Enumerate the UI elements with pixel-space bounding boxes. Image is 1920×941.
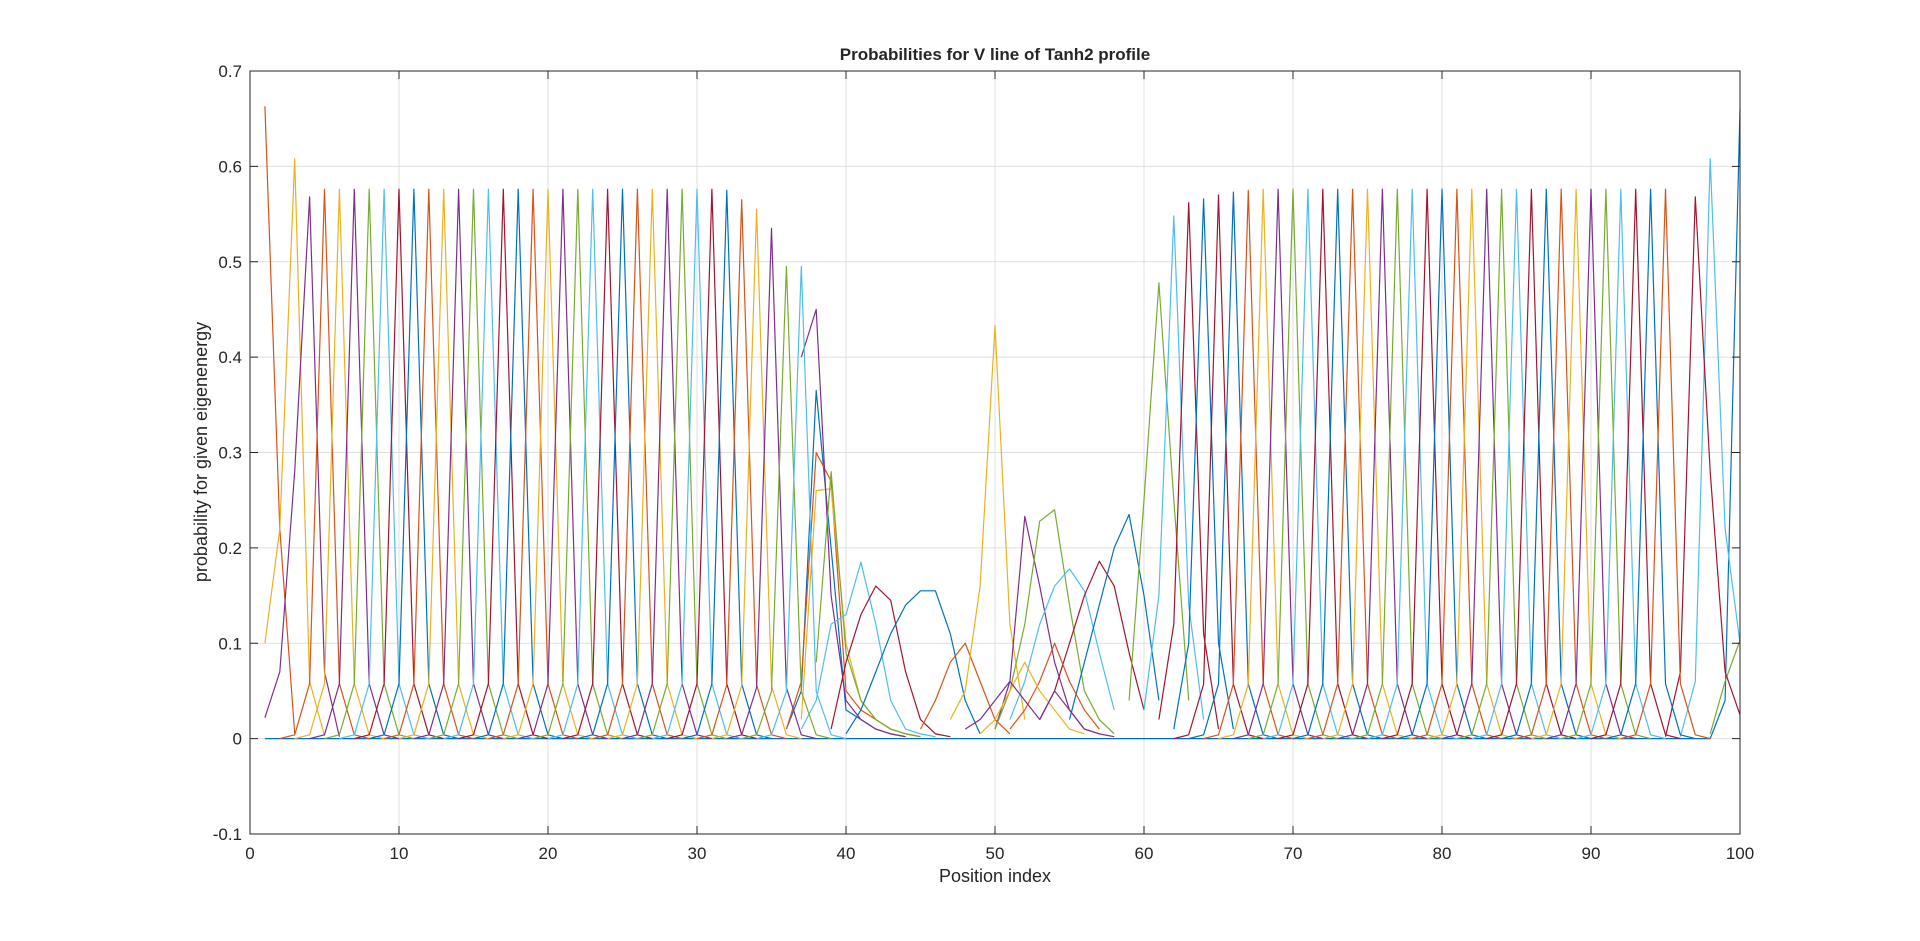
series-line [949, 325, 1026, 720]
series-line [1709, 640, 1741, 735]
x-tick-label: 40 [837, 844, 856, 863]
chart-title: Probabilities for V line of Tanh2 profil… [840, 45, 1150, 64]
series-line [1068, 513, 1160, 720]
series-line [800, 308, 906, 738]
y-tick-label: 0.5 [218, 253, 242, 272]
series-line [741, 265, 832, 740]
series-line [264, 158, 326, 736]
y-tick-label: 0.1 [218, 634, 242, 653]
series-line [711, 208, 802, 740]
series-line [815, 470, 921, 738]
series-line [1590, 188, 1681, 740]
y-tick-label: 0 [233, 730, 242, 749]
series-line [1620, 188, 1711, 740]
series-line [1039, 560, 1145, 720]
y-tick-label: -0.1 [213, 825, 242, 844]
x-tick-label: 50 [986, 844, 1005, 863]
x-tick-label: 20 [539, 844, 558, 863]
series-line [800, 561, 936, 738]
y-tick-label: 0.7 [218, 62, 242, 81]
y-tick-label: 0.4 [218, 348, 242, 367]
series-line [1128, 282, 1190, 701]
x-tick-label: 100 [1726, 844, 1754, 863]
series-line [979, 661, 1085, 735]
series-line [1679, 158, 1741, 737]
x-tick-label: 90 [1582, 844, 1601, 863]
x-tick-label: 80 [1433, 844, 1452, 863]
series-line [726, 227, 817, 740]
series-line [1575, 188, 1666, 740]
x-tick-label: 0 [245, 844, 254, 863]
y-tick-label: 0.3 [218, 444, 242, 463]
x-axis-label: Position index [939, 866, 1051, 886]
series-line [830, 585, 951, 738]
x-tick-label: 60 [1135, 844, 1154, 863]
series-line [994, 509, 1115, 735]
series-layer [264, 106, 1741, 740]
x-tick-label: 10 [390, 844, 409, 863]
series-line [264, 196, 340, 737]
series-line [1605, 188, 1696, 740]
series-line [756, 265, 847, 740]
series-line [1173, 198, 1234, 730]
y-tick-label: 0.2 [218, 539, 242, 558]
series-line [1009, 568, 1115, 720]
series-line [845, 590, 981, 735]
series-line [1009, 642, 1100, 730]
y-axis-label: probability for given eigenenergy [191, 322, 211, 582]
series-line [964, 680, 1100, 735]
series-line [264, 109, 1741, 740]
series-line [1664, 196, 1741, 737]
x-tick-label: 30 [688, 844, 707, 863]
tick-layer: 0 10 20 30 40 50 60 70 80 90 100-0.100.10.20.30.40… [213, 62, 1754, 863]
x-tick-label: 70 [1284, 844, 1303, 863]
y-tick-label: 0.6 [218, 157, 242, 176]
series-line [1143, 215, 1205, 720]
series-line [1158, 202, 1220, 730]
